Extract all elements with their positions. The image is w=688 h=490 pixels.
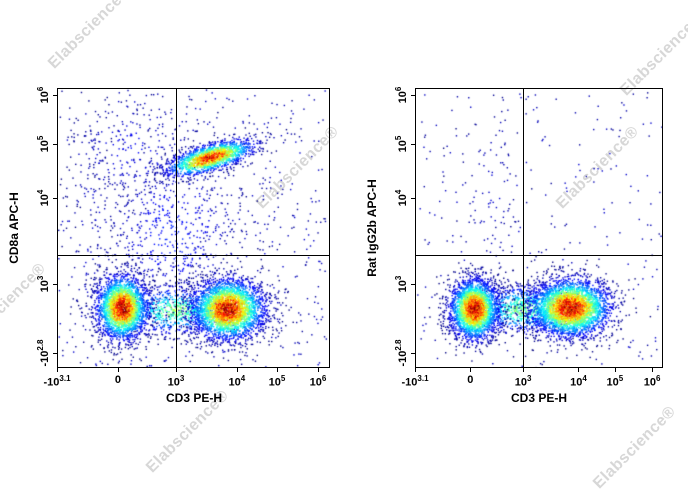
x-tick-mark: [652, 368, 654, 372]
flow-density-canvas: [416, 89, 662, 367]
y-tick-label: 106: [394, 86, 409, 104]
y-tick-mark: [53, 198, 57, 200]
x-tick-label: 106: [643, 374, 661, 389]
x-tick-label: 103: [514, 374, 532, 389]
x-tick-label: 105: [606, 374, 624, 389]
x-tick-mark: [236, 368, 238, 372]
x-tick-label: 0: [467, 374, 474, 386]
y-tick-label: 104: [394, 189, 409, 207]
y-tick-mark: [411, 95, 415, 96]
quadrant-gate-horizontal: [58, 254, 329, 256]
y-tick-mark: [53, 95, 57, 96]
x-tick-mark: [523, 368, 525, 372]
plot-area: [415, 88, 663, 368]
x-tick-mark: [57, 368, 58, 372]
quadrant-gate-vertical: [523, 89, 525, 367]
y-tick-mark: [411, 198, 415, 200]
x-tick-mark: [277, 368, 279, 372]
y-tick-mark: [53, 352, 57, 354]
y-axis-label: Rat IgG2b APC-H: [365, 179, 379, 277]
x-axis-label: CD3 PE-H: [510, 391, 568, 405]
x-tick-mark: [176, 368, 178, 372]
quadrant-gate-vertical: [176, 89, 178, 367]
y-tick-mark: [53, 284, 57, 285]
y-tick-label: 105: [394, 135, 409, 153]
x-tick-label: 104: [570, 374, 587, 389]
x-tick-label: 103: [167, 374, 185, 389]
x-tick-label: 0: [114, 374, 121, 386]
x-tick-label: 104: [228, 374, 246, 389]
quadrant-gate-horizontal: [416, 254, 662, 256]
x-tick-label: -103.1: [401, 374, 429, 389]
x-tick-mark: [470, 368, 472, 372]
y-tick-label: 103: [394, 275, 409, 293]
y-tick-mark: [411, 144, 415, 145]
y-tick-mark: [53, 144, 57, 145]
x-tick-label: 105: [268, 374, 286, 389]
x-tick-mark: [117, 368, 119, 372]
x-axis-label: CD3 PE-H: [165, 391, 223, 405]
plot-area: [57, 88, 330, 368]
y-tick-label: -102.8: [394, 339, 409, 367]
x-tick-mark: [578, 368, 580, 372]
x-tick-label: 106: [309, 374, 327, 389]
y-tick-mark: [411, 352, 415, 354]
y-tick-mark: [411, 284, 415, 285]
x-tick-mark: [317, 368, 319, 372]
x-tick-mark: [415, 368, 416, 372]
flow-density-canvas: [58, 89, 329, 367]
x-tick-label: -103.1: [43, 374, 71, 389]
x-tick-mark: [614, 368, 616, 372]
